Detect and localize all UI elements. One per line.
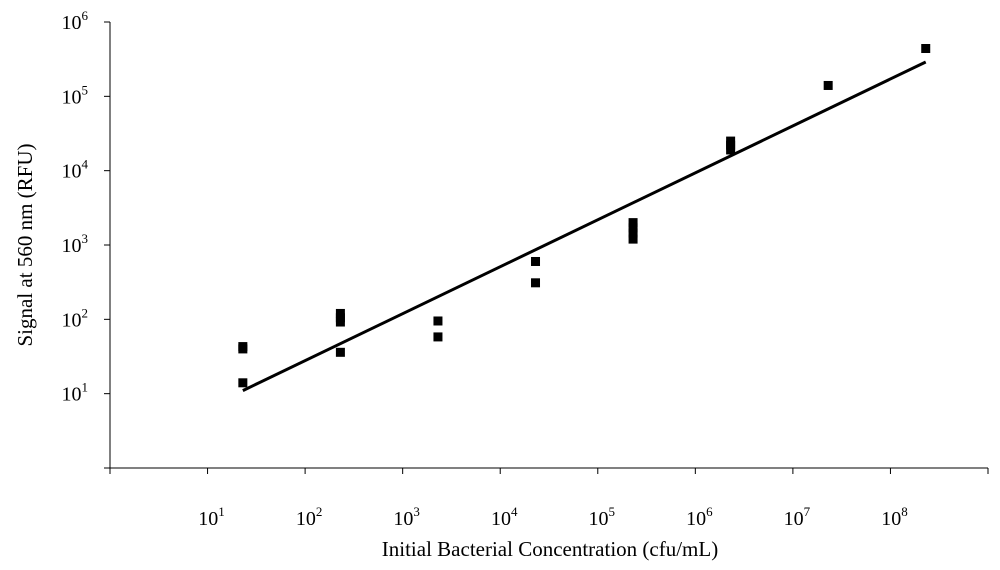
data-point <box>531 256 541 266</box>
data-point <box>433 332 443 342</box>
x-tick-label: 104 <box>491 504 518 530</box>
y-tick-label: 105 <box>62 82 89 108</box>
data-point <box>238 378 248 388</box>
fit-line <box>242 60 927 392</box>
x-tick-label: 106 <box>686 504 713 530</box>
data-point <box>726 145 736 155</box>
data-points <box>238 44 931 388</box>
y-tick-label: 102 <box>62 305 89 331</box>
y-tick-label: 101 <box>62 380 89 406</box>
ticks <box>104 21 989 474</box>
data-point <box>335 347 345 357</box>
y-axis-title: Signal at 560 nm (RFU) <box>13 143 37 346</box>
x-tick-label: 103 <box>393 504 420 530</box>
data-point <box>628 218 638 228</box>
data-point <box>238 342 248 352</box>
x-tick-label: 108 <box>881 504 908 530</box>
x-tick-label: 107 <box>784 504 811 530</box>
data-point <box>531 278 541 288</box>
tick-labels: 101 102 103 104 105 106 107 108 101 102 103 104 105 1… <box>62 8 908 530</box>
data-point <box>335 317 345 327</box>
data-point <box>433 316 443 326</box>
x-tick-label: 105 <box>589 504 616 530</box>
data-point <box>628 228 638 238</box>
data-point <box>628 234 638 244</box>
y-tick-label: 103 <box>62 231 89 257</box>
data-point <box>628 223 638 233</box>
axes <box>109 22 988 469</box>
y-tick-label: 104 <box>62 157 89 183</box>
x-tick-label: 101 <box>198 504 225 530</box>
y-tick-label: 106 <box>62 8 89 34</box>
data-point <box>726 140 736 150</box>
x-tick-label: 102 <box>296 504 323 530</box>
x-axis-title: Initial Bacterial Concentration (cfu/mL) <box>382 537 718 561</box>
data-point <box>921 44 931 54</box>
fit-line-group <box>242 60 927 392</box>
data-point <box>823 80 833 90</box>
